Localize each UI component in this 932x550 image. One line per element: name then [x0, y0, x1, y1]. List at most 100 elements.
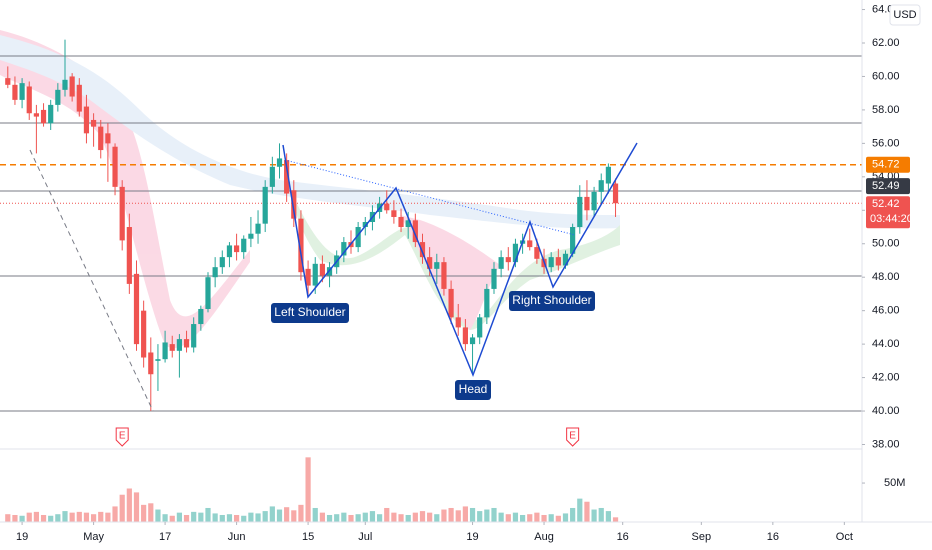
pattern-drawing: Left Shoulder Head Right Shoulder	[29, 142, 638, 412]
candle-body	[562, 253, 569, 266]
volume-bar	[427, 512, 433, 522]
candle-body	[548, 257, 554, 268]
volume-bar	[26, 512, 32, 522]
ribbon	[0, 35, 620, 229]
candle-body	[362, 221, 368, 228]
ribbon	[0, 30, 250, 349]
volume-bar	[241, 515, 247, 522]
volume-bar	[391, 512, 397, 522]
candle-body	[112, 146, 118, 187]
volume-bar	[148, 503, 154, 522]
candle-body	[255, 223, 261, 234]
volume-bar	[141, 504, 147, 522]
candle-body	[98, 126, 104, 151]
earnings-marker	[566, 427, 580, 447]
last-price-label: 52.42	[872, 198, 900, 210]
volume-bar	[376, 514, 383, 522]
volume-bar	[5, 514, 11, 522]
candle-body	[298, 218, 304, 273]
volume-bar	[412, 512, 418, 522]
candle-body	[191, 324, 197, 348]
volume-bar	[512, 512, 519, 522]
y-tick-label: 60.00	[872, 70, 900, 82]
trend-line	[29, 149, 154, 412]
candle-body	[412, 220, 418, 243]
annotation: Head	[455, 380, 491, 400]
candle-body	[105, 133, 111, 144]
volume-bar	[155, 509, 161, 522]
x-tick-label: 16	[767, 531, 779, 543]
candle-body	[598, 180, 604, 192]
candle-body	[19, 83, 25, 100]
candle-body	[183, 339, 190, 348]
volume-bar	[119, 494, 125, 522]
candle-body	[284, 160, 290, 194]
volume-bar	[219, 514, 225, 522]
volume-bar	[577, 498, 583, 522]
candle-body	[584, 196, 590, 211]
volume-bar	[33, 511, 39, 522]
annotation: Left Shoulder	[271, 303, 349, 323]
volume-bar	[570, 507, 576, 522]
volume-bar	[591, 509, 597, 522]
volume-bar	[341, 512, 347, 522]
volume-bar	[12, 514, 18, 522]
candle-body	[33, 113, 39, 117]
volume-bar	[126, 488, 132, 522]
annotation-text: Left Shoulder	[274, 305, 345, 319]
candle-body	[141, 310, 147, 358]
volume-bar	[527, 514, 533, 522]
earnings-label: E	[119, 431, 126, 442]
volume-bar	[534, 512, 540, 522]
candle-body	[233, 245, 240, 253]
candle-body	[419, 242, 426, 258]
volume-bar	[276, 509, 283, 522]
volume-bar	[76, 511, 82, 522]
volume-bar	[98, 511, 104, 522]
candle-body	[577, 196, 583, 228]
candle-body	[226, 245, 233, 258]
earnings-label: E	[569, 431, 576, 442]
volume-bar	[469, 507, 476, 522]
volume-bar	[498, 512, 504, 522]
x-tick-label: Sep	[692, 531, 712, 543]
candle-body	[219, 257, 225, 268]
countdown-label: 03:44:20	[870, 213, 913, 225]
volume-bar	[384, 507, 390, 522]
x-tick-label: Oct	[836, 531, 853, 543]
y-tick-label: 40.00	[872, 405, 900, 417]
candle-body	[198, 308, 204, 325]
volume-bar	[233, 514, 240, 522]
candle-body	[341, 242, 347, 256]
y-tick-label: 58.00	[872, 104, 900, 116]
volume-bar	[398, 514, 404, 522]
volume-bar	[284, 507, 290, 522]
volume-bar	[519, 514, 526, 522]
candle-body	[241, 238, 247, 253]
candle-body	[62, 79, 68, 90]
candle-body	[291, 190, 297, 219]
volume-bar	[491, 507, 497, 522]
annotation-text: Right Shoulder	[512, 293, 591, 307]
volume-bar	[48, 515, 54, 522]
candle-body	[148, 352, 154, 375]
candle-body	[119, 186, 125, 241]
volume-bar	[477, 511, 483, 522]
volume-bar	[169, 515, 175, 522]
volume-bar	[505, 514, 511, 522]
candle-body	[405, 220, 411, 228]
level-price-label: 52.49	[872, 180, 900, 192]
candle-body	[212, 267, 218, 278]
volume-bar	[455, 510, 461, 522]
candle-body	[69, 76, 75, 97]
candle-body	[555, 257, 561, 266]
volume-bar	[69, 512, 75, 522]
candle-body	[484, 288, 490, 318]
earnings-marker	[115, 427, 129, 447]
volume-bar	[133, 492, 140, 522]
candle-body	[276, 158, 283, 167]
candle-body	[133, 273, 140, 345]
candle-body	[169, 344, 175, 351]
volume-bar	[176, 512, 182, 522]
